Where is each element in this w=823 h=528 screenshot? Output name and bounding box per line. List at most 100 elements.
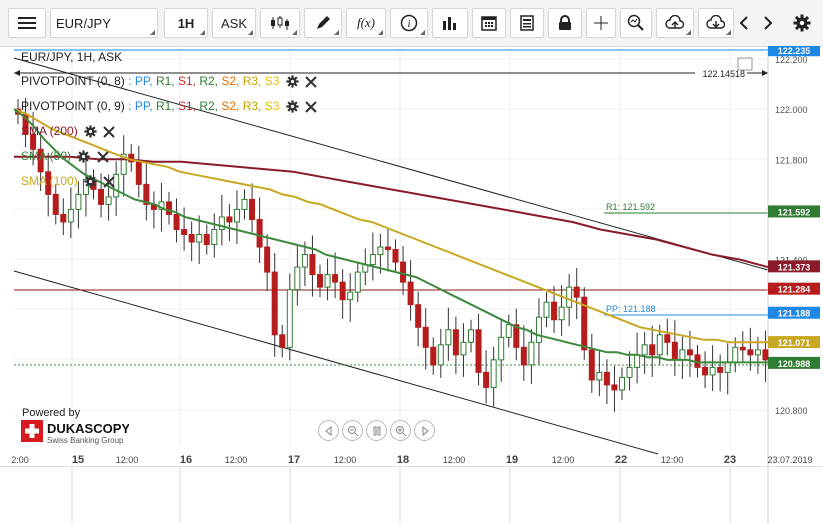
candle-body <box>702 366 709 376</box>
drawing-tools-button[interactable] <box>304 8 342 38</box>
pivot-level-label: PP, <box>134 99 156 113</box>
sma100-line <box>13 108 768 344</box>
candle-body <box>626 366 633 378</box>
crosshair-icon <box>594 16 608 30</box>
candle <box>505 314 512 348</box>
candle <box>611 365 618 413</box>
instrument-selector[interactable]: EUR/JPY <box>50 8 158 38</box>
sma200-legend[interactable]: SMA (200) <box>21 124 116 138</box>
candle <box>498 318 505 382</box>
lock-button[interactable] <box>548 8 582 38</box>
gear-icon[interactable] <box>84 125 97 138</box>
candle <box>407 260 414 321</box>
candle <box>196 215 203 265</box>
scroll-right-button[interactable] <box>414 420 435 441</box>
report-button[interactable] <box>510 8 544 38</box>
candle-body <box>475 329 482 373</box>
candle <box>649 325 656 377</box>
candle <box>166 191 172 225</box>
price-tag-label: 120.988 <box>778 359 811 369</box>
info-button[interactable]: i <box>390 8 428 38</box>
candle-body <box>166 201 172 215</box>
zoom-in-icon <box>395 425 406 436</box>
menu-icon <box>18 17 36 29</box>
chart-title: EUR/JPY, 1H, ASK <box>21 50 123 64</box>
chart-navigation <box>318 420 435 442</box>
zoom-out-button[interactable] <box>342 420 363 441</box>
indicators-button[interactable]: f(x) <box>346 8 386 38</box>
candle-body <box>30 133 37 150</box>
close-icon[interactable] <box>103 126 116 138</box>
candle <box>724 343 731 395</box>
pause-icon <box>373 426 380 435</box>
scroll-left-button[interactable] <box>318 420 339 441</box>
price-tags: 122.235 121.592 121.373 121.284 121.188 121.0… <box>768 46 820 369</box>
candle-body <box>566 286 573 308</box>
candle-body <box>656 334 663 356</box>
settings-button[interactable] <box>789 8 815 38</box>
sma50-legend[interactable]: SMA (50) <box>21 149 109 163</box>
gear-icon[interactable] <box>286 75 299 88</box>
sma100-legend[interactable]: SMA (100) <box>21 174 116 188</box>
candle-body <box>339 281 346 301</box>
candle <box>203 224 210 255</box>
close-icon[interactable] <box>103 176 116 188</box>
close-icon[interactable] <box>305 76 317 88</box>
pivot2-name: PIVOTPOINT (0, 9) <box>21 99 125 113</box>
candle <box>581 287 588 360</box>
calendar-button[interactable] <box>472 8 506 38</box>
indicator-pane <box>0 466 823 523</box>
brand-name: DUKASCOPY <box>47 421 129 436</box>
side-selector[interactable]: ASK <box>212 8 256 38</box>
gear-icon[interactable] <box>84 175 97 188</box>
candle <box>460 323 467 377</box>
candle-body <box>551 301 558 321</box>
candle <box>233 190 240 245</box>
candle <box>468 319 474 353</box>
volume-button[interactable] <box>432 8 468 38</box>
gear-icon[interactable] <box>286 100 299 113</box>
arrow-left-icon <box>14 70 20 76</box>
candle-body <box>37 148 44 173</box>
pivot-level-label: S1, <box>177 74 200 88</box>
candle-body <box>717 366 724 373</box>
zoom-button[interactable] <box>620 8 652 38</box>
candle-body <box>754 349 761 356</box>
popout-icon[interactable] <box>737 57 753 71</box>
zoom-out-icon <box>347 425 358 436</box>
close-icon[interactable] <box>305 101 317 113</box>
line-label: 122.14518 <box>702 69 745 79</box>
gear-icon[interactable] <box>77 150 90 163</box>
price-tag-box <box>768 260 820 273</box>
menu-button[interactable] <box>8 8 46 38</box>
pivot-legend-2[interactable]: PIVOTPOINT (0, 9) : PP, R1, S1, R2, S2, … <box>21 99 317 113</box>
scroll-back-button[interactable] <box>734 8 754 38</box>
candle <box>483 350 490 404</box>
upload-button[interactable] <box>656 8 694 38</box>
svg-text:i: i <box>407 18 410 30</box>
line-label: PP: 121.188 <box>606 304 656 314</box>
candle <box>188 221 195 262</box>
x-tick-label: 12:00 <box>334 455 357 465</box>
pivot-legend-1[interactable]: PIVOTPOINT (0, 8) : PP, R1, S1, R2, S2, … <box>21 74 317 88</box>
scroll-forward-button[interactable] <box>758 8 778 38</box>
price-tag-box <box>768 282 820 295</box>
pivot-level-label: R3, <box>242 99 265 113</box>
price-tag: 121.373 <box>768 260 820 273</box>
candle <box>415 291 422 347</box>
candle-body <box>603 371 610 386</box>
candle-body <box>98 188 105 205</box>
zoom-in-button[interactable] <box>390 420 411 441</box>
download-button[interactable] <box>698 8 734 38</box>
pause-button[interactable] <box>366 420 387 441</box>
candle <box>430 337 437 375</box>
candle <box>369 232 376 281</box>
dukascopy-logo[interactable]: DUKASCOPY Swiss Banking Group <box>21 420 129 446</box>
price-tag-box <box>768 306 820 319</box>
crosshair-button[interactable] <box>586 8 616 38</box>
close-icon[interactable] <box>96 151 109 163</box>
arrow-right-icon <box>762 70 768 76</box>
chart-type-button[interactable] <box>260 8 300 38</box>
timeframe-selector[interactable]: 1H <box>164 8 208 38</box>
